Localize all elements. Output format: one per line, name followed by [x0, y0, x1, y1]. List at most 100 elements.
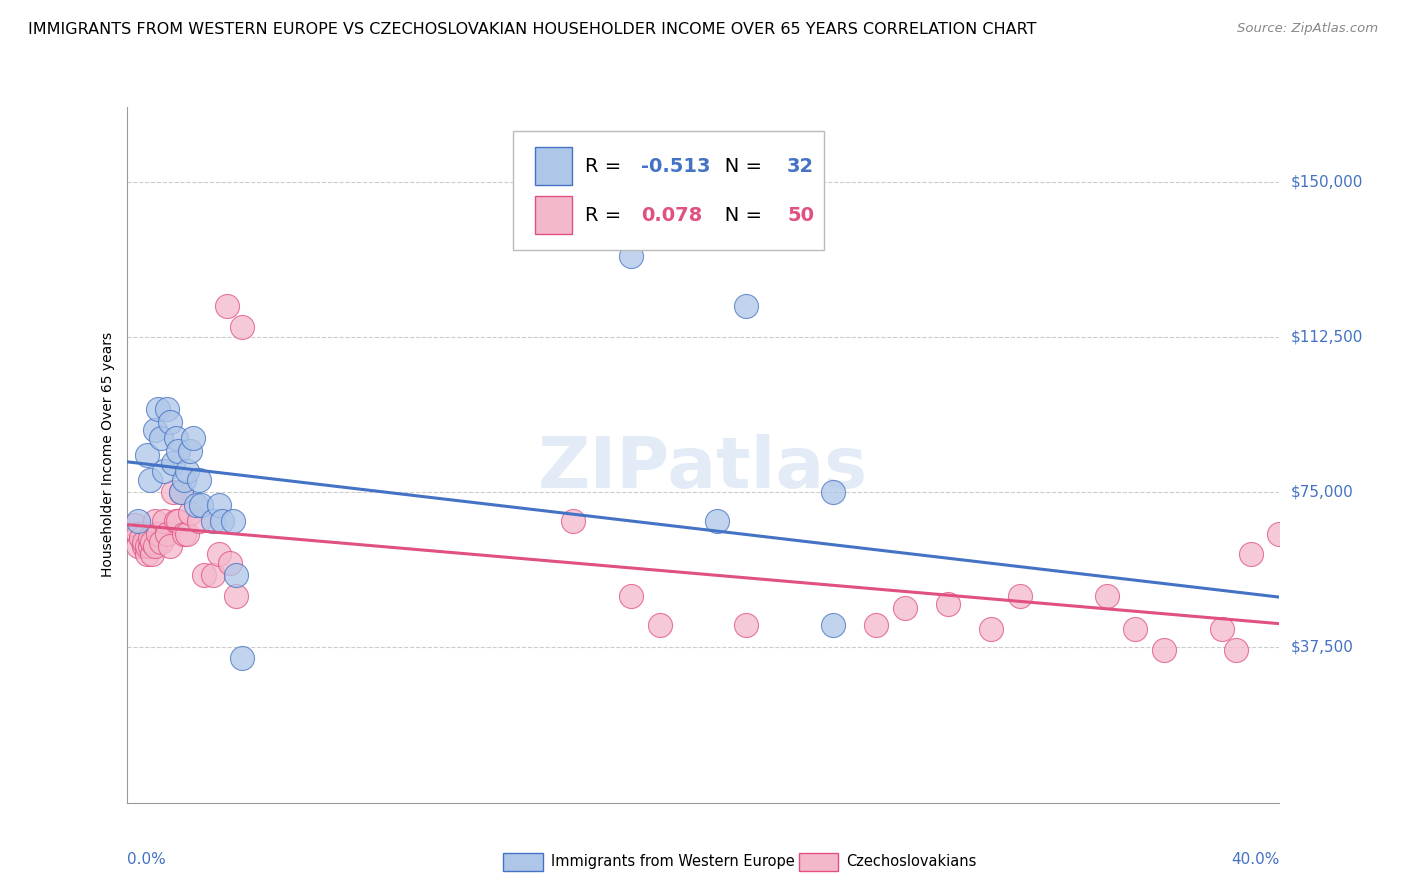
FancyBboxPatch shape — [513, 131, 824, 250]
Text: R =: R = — [585, 156, 634, 176]
Point — [208, 498, 231, 512]
Text: 0.0%: 0.0% — [127, 852, 166, 866]
Text: 40.0%: 40.0% — [1232, 852, 1279, 866]
Point — [181, 431, 204, 445]
Point — [150, 431, 173, 445]
Text: $75,000: $75,000 — [1291, 484, 1354, 500]
Point — [202, 568, 225, 582]
Point — [138, 539, 160, 553]
Text: $150,000: $150,000 — [1291, 174, 1362, 189]
Point — [173, 526, 195, 541]
Point — [156, 526, 179, 541]
Point — [145, 423, 166, 437]
Point — [127, 539, 149, 553]
Point — [129, 531, 152, 545]
Point — [127, 526, 149, 541]
Point — [138, 531, 160, 545]
Point — [1211, 622, 1233, 636]
Point — [176, 526, 198, 541]
Point — [202, 514, 225, 528]
Text: N =: N = — [706, 205, 775, 225]
Point — [148, 402, 170, 417]
Point — [225, 589, 247, 603]
Point — [159, 415, 181, 429]
Point — [153, 465, 176, 479]
Point — [1008, 589, 1031, 603]
Point — [231, 319, 253, 334]
Point — [162, 485, 184, 500]
Point — [184, 498, 207, 512]
Text: Immigrants from Western Europe: Immigrants from Western Europe — [551, 855, 794, 869]
Point — [648, 617, 671, 632]
Point — [127, 514, 149, 528]
Point — [165, 514, 187, 528]
Point — [1225, 642, 1247, 657]
Text: $112,500: $112,500 — [1291, 329, 1362, 344]
Point — [187, 473, 209, 487]
Point — [165, 431, 187, 445]
Point — [208, 547, 231, 561]
Text: IMMIGRANTS FROM WESTERN EUROPE VS CZECHOSLOVAKIAN HOUSEHOLDER INCOME OVER 65 YEA: IMMIGRANTS FROM WESTERN EUROPE VS CZECHO… — [28, 22, 1036, 37]
Point — [135, 448, 157, 462]
Point — [735, 617, 758, 632]
Point — [187, 514, 209, 528]
Point — [894, 601, 917, 615]
Point — [231, 651, 253, 665]
Point — [821, 617, 844, 632]
Point — [173, 473, 195, 487]
Point — [141, 535, 163, 549]
Text: 32: 32 — [787, 156, 814, 176]
Point — [135, 539, 157, 553]
Point — [150, 535, 173, 549]
Point — [138, 473, 160, 487]
Point — [1268, 526, 1291, 541]
Point — [222, 514, 245, 528]
Text: Source: ZipAtlas.com: Source: ZipAtlas.com — [1237, 22, 1378, 36]
Point — [620, 589, 643, 603]
Point — [219, 556, 242, 570]
Point — [179, 443, 201, 458]
Text: -0.513: -0.513 — [641, 156, 710, 176]
Point — [132, 539, 155, 553]
Point — [190, 498, 212, 512]
Point — [1153, 642, 1175, 657]
Point — [145, 539, 166, 553]
Point — [153, 514, 176, 528]
Point — [170, 485, 193, 500]
Point — [193, 568, 215, 582]
Point — [211, 514, 233, 528]
Text: $37,500: $37,500 — [1291, 640, 1354, 655]
Point — [170, 485, 193, 500]
Point — [821, 485, 844, 500]
Point — [135, 547, 157, 561]
Point — [141, 547, 163, 561]
Text: Czechoslovakians: Czechoslovakians — [846, 855, 977, 869]
Point — [1123, 622, 1146, 636]
Text: N =: N = — [706, 156, 775, 176]
Point — [145, 514, 166, 528]
Point — [1095, 589, 1118, 603]
Y-axis label: Householder Income Over 65 years: Householder Income Over 65 years — [101, 333, 115, 577]
Point — [124, 518, 146, 533]
Point — [1240, 547, 1263, 561]
Point — [167, 514, 190, 528]
Text: ZIPatlas: ZIPatlas — [538, 434, 868, 503]
FancyBboxPatch shape — [534, 147, 572, 186]
Point — [936, 597, 959, 611]
Point — [217, 299, 239, 313]
Point — [735, 299, 758, 313]
Point — [148, 526, 170, 541]
Point — [132, 535, 155, 549]
Point — [562, 514, 585, 528]
Point — [706, 514, 728, 528]
Point — [176, 465, 198, 479]
Point — [156, 402, 179, 417]
Point — [620, 249, 643, 263]
Point — [159, 539, 181, 553]
Point — [167, 443, 190, 458]
Point — [179, 506, 201, 520]
Text: 0.078: 0.078 — [641, 205, 702, 225]
FancyBboxPatch shape — [534, 196, 572, 235]
Point — [980, 622, 1002, 636]
Point — [162, 456, 184, 470]
